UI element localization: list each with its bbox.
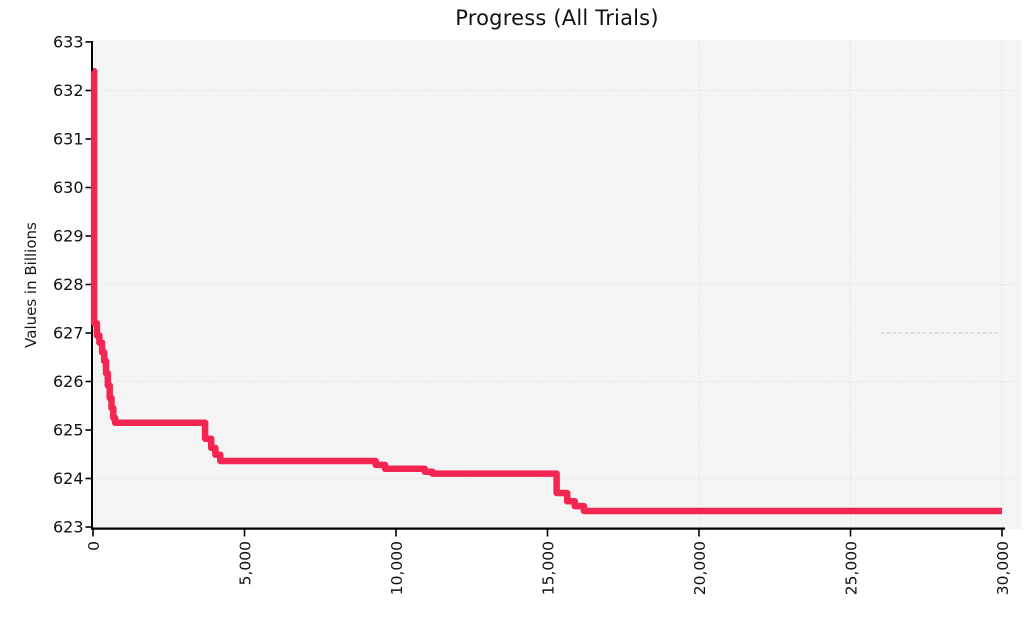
y-tick-label: 629	[53, 226, 84, 245]
y-tick-label: 627	[53, 323, 84, 342]
y-tick-label: 623	[53, 517, 84, 536]
y-tick-label: 628	[53, 275, 84, 294]
y-tick-label: 632	[53, 81, 84, 100]
x-tick-label: 20,000	[691, 541, 709, 595]
x-tick-label: 30,000	[994, 541, 1012, 595]
x-tick-label: 5,000	[236, 541, 254, 585]
y-tick-label: 626	[53, 372, 84, 391]
y-tick-label: 625	[53, 420, 84, 439]
x-tick-label: 0	[85, 541, 103, 551]
y-tick-label: 630	[53, 178, 84, 197]
x-tick-label: 25,000	[842, 541, 860, 595]
x-tick-label: 15,000	[539, 541, 557, 595]
progress-line	[90, 67, 1002, 515]
y-tick-label: 624	[53, 469, 84, 488]
plot-background	[93, 40, 1021, 529]
chart-title: Progress (All Trials)	[455, 6, 659, 30]
y-tick-label: 631	[53, 129, 84, 148]
y-tick-label: 633	[53, 32, 84, 51]
x-tick-label: 10,000	[388, 541, 406, 595]
